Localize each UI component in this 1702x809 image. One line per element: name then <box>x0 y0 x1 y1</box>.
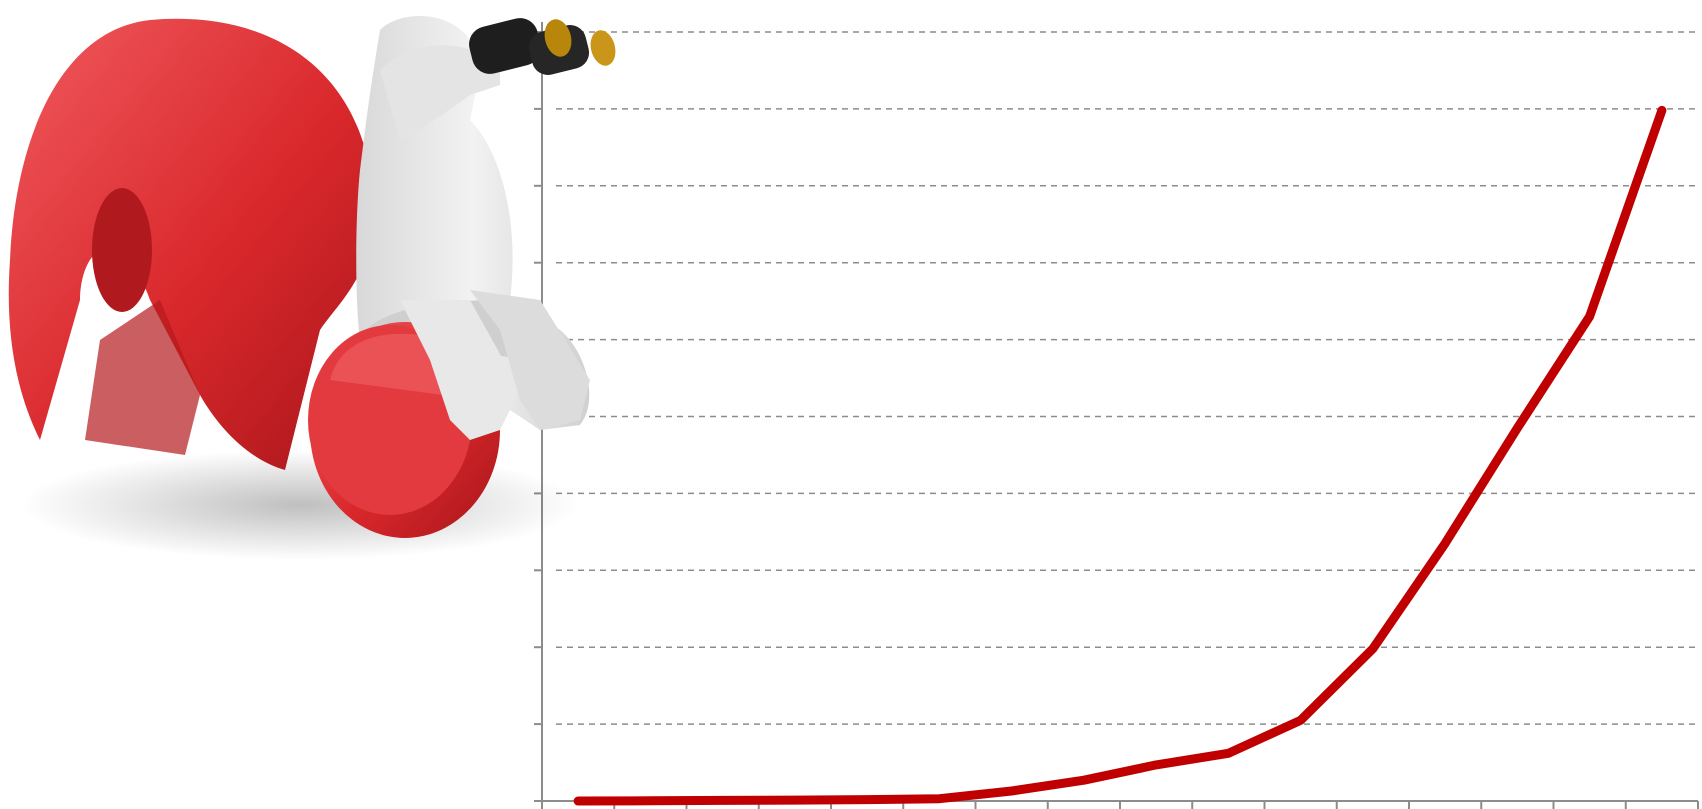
question-mark-figure-with-binoculars-icon <box>8 16 616 560</box>
binoculars-icon <box>469 18 616 75</box>
series-line-0 <box>573 105 1667 806</box>
grid-layer <box>556 31 1698 725</box>
series-layer <box>573 105 1667 806</box>
